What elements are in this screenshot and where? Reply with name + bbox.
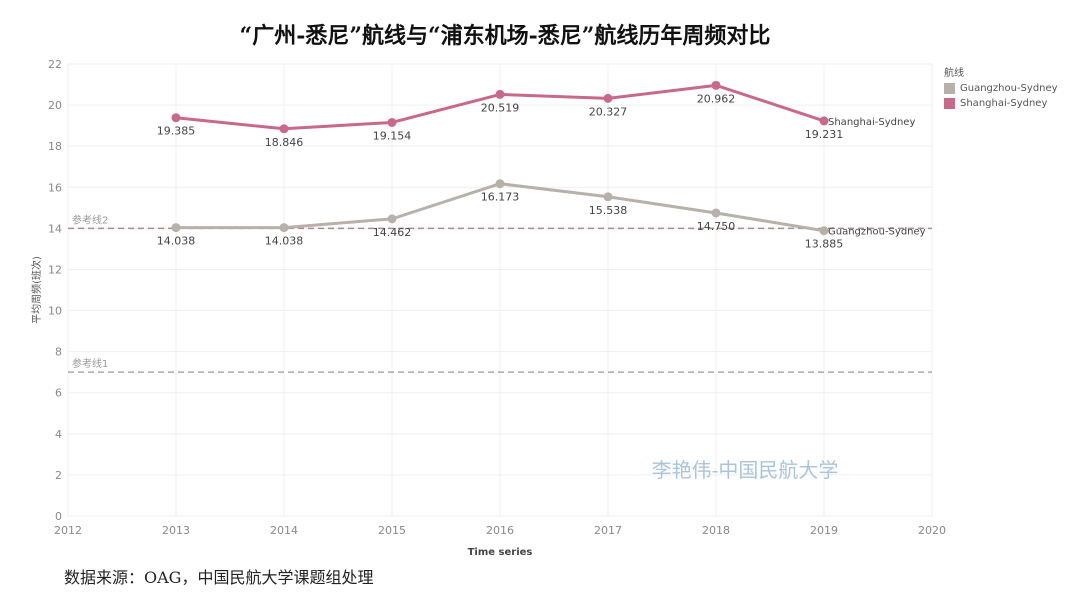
y-tick-label: 22 (48, 58, 62, 71)
data-label: 19.385 (157, 125, 196, 138)
data-label: 13.885 (805, 238, 844, 251)
data-label: 20.327 (589, 105, 628, 118)
data-label: 14.038 (265, 235, 304, 248)
x-tick-label: 2020 (918, 524, 946, 537)
y-tick-label: 4 (55, 428, 62, 441)
y-tick-label: 10 (48, 305, 62, 318)
x-tick-label: 2016 (486, 524, 514, 537)
data-point (495, 89, 505, 99)
y-tick-label: 20 (48, 99, 62, 112)
y-tick-label: 6 (55, 387, 62, 400)
data-label: 20.962 (697, 92, 736, 105)
data-point (171, 223, 181, 233)
source-note: 数据来源：OAG，中国民航大学课题组处理 (64, 568, 374, 587)
data-point (495, 179, 505, 189)
legend-label-shanghai: Shanghai-Sydney (960, 98, 1048, 109)
x-tick-label: 2017 (594, 524, 622, 537)
data-label: 14.750 (697, 220, 736, 233)
x-tick-label: 2019 (810, 524, 838, 537)
series-end-label: Guangzhou-Sydney (828, 227, 926, 238)
data-point (171, 113, 181, 123)
x-tick-label: 2015 (378, 524, 406, 537)
legend-title: 航线 (944, 68, 964, 79)
y-tick-label: 12 (48, 263, 62, 276)
y-tick-label: 16 (48, 181, 62, 194)
data-point (279, 124, 289, 134)
x-tick-label: 2018 (702, 524, 730, 537)
data-point (711, 80, 721, 90)
data-label: 14.462 (373, 226, 412, 239)
y-tick-label: 2 (55, 469, 62, 482)
x-tick-label: 2012 (54, 524, 82, 537)
data-label: 18.846 (265, 136, 304, 149)
legend-item-shanghai[interactable]: Shanghai-Sydney (944, 98, 1058, 109)
y-tick-label: 0 (55, 510, 62, 523)
data-point (711, 208, 721, 218)
y-tick-label: 18 (48, 140, 62, 153)
y-axis-title: 平均周频(班次) (30, 256, 43, 324)
data-point (603, 192, 613, 202)
reference-line-label: 参考线2 (72, 213, 108, 226)
y-tick-label: 14 (48, 222, 62, 235)
data-point (819, 226, 829, 236)
legend-item-guangzhou[interactable]: Guangzhou-Sydney (944, 83, 1058, 94)
data-point (387, 117, 397, 127)
data-point (387, 214, 397, 224)
data-label: 20.519 (481, 101, 520, 114)
legend: 航线 Guangzhou-Sydney Shanghai-Sydney (944, 64, 1058, 113)
data-label: 16.173 (481, 191, 520, 204)
legend-label-guangzhou: Guangzhou-Sydney (960, 83, 1058, 94)
data-label: 15.538 (589, 204, 628, 217)
data-point (603, 93, 613, 103)
y-tick-label: 8 (55, 346, 62, 359)
data-label: 19.154 (373, 129, 412, 142)
data-point (279, 223, 289, 233)
legend-swatch-guangzhou (944, 83, 955, 94)
data-label: 19.231 (805, 128, 844, 141)
data-label: 14.038 (157, 235, 196, 248)
chart-title: “广州-悉尼”航线与“浦东机场-悉尼”航线历年周频对比 (239, 23, 771, 49)
watermark: 李艳伟-中国民航大学 (652, 458, 839, 482)
x-tick-label: 2013 (162, 524, 190, 537)
series-end-label: Shanghai-Sydney (828, 117, 915, 128)
reference-line-label: 参考线1 (72, 357, 108, 370)
x-tick-label: 2014 (270, 524, 298, 537)
x-axis-title: Time series (468, 547, 533, 558)
data-point (819, 116, 829, 126)
legend-swatch-shanghai (944, 98, 955, 109)
